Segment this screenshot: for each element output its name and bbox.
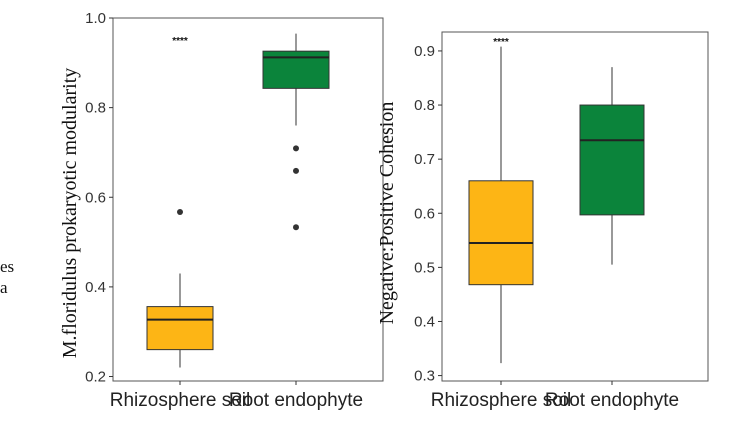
box-rhizosphere-soil [146,209,214,368]
y-tick-label: 0.9 [414,43,435,60]
interquartile-box [579,104,645,216]
interquartile-box [468,180,534,286]
box-root-endophyte [579,67,645,265]
cropped-text-line-1: es [0,257,14,276]
box-root-endophyte [262,33,330,231]
significance-annotation: **** [493,37,509,48]
y-tick-label: 0.3 [414,368,435,385]
significance-annotation: **** [172,36,188,47]
y-axis-label: Negative:Positive Cohesion [376,102,398,325]
outlier-point [293,145,299,152]
x-category-label: Rhizosphere soil [110,390,250,411]
interquartile-box [146,306,214,351]
x-category-label: Root endophyte [545,390,679,411]
y-tick-label: 0.7 [414,151,435,168]
y-tick-label: 0.8 [85,100,106,117]
y-tick-label: 0.5 [414,259,435,276]
plot-border [112,17,384,382]
y-tick-label: 0.8 [414,97,435,114]
outlier-point [177,209,183,216]
cropped-text-line-2: a [0,278,8,297]
y-tick-label: 0.4 [414,313,435,330]
y-axis-label: M.floridulus prokaryotic modularity [59,68,81,359]
outlier-point [293,167,299,174]
cohesion-boxplot-panel: 0.3 0.4 0.5 0.6 0.7 0.8 0.9 Rhizosphere soilRoo… [376,31,709,411]
y-tick-label: 0.2 [85,369,106,386]
y-tick-label: 0.4 [85,279,106,296]
box-rhizosphere-soil [468,46,534,364]
plot-border [441,31,709,382]
y-tick-label: 1.0 [85,10,106,27]
outlier-point [293,224,299,231]
y-tick-label: 0.6 [85,189,106,206]
y-tick-label: 0.6 [414,205,435,222]
x-category-label: Root endophyte [229,390,363,411]
x-category-label: Rhizosphere soil [431,390,571,411]
